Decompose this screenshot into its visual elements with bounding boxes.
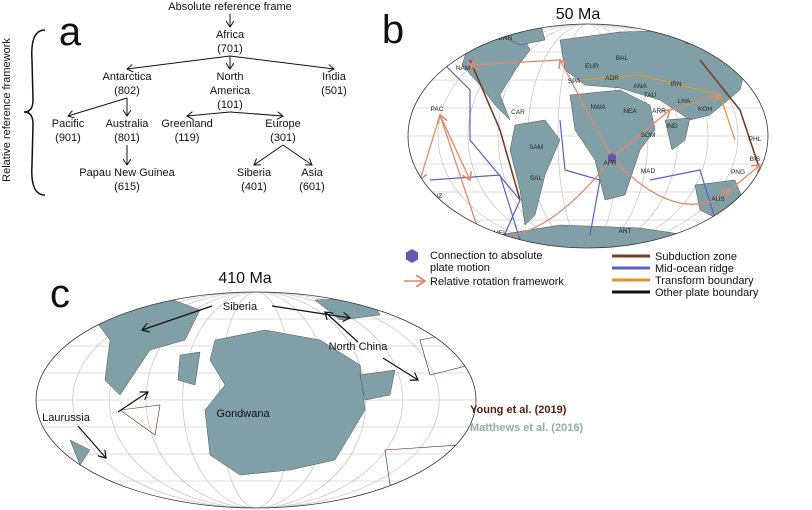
node-label: Antarctica	[103, 71, 153, 83]
node-label: Asia	[301, 167, 323, 179]
node-label: (801)	[114, 132, 140, 144]
plate-label: IRN	[670, 81, 682, 88]
arrow	[142, 305, 213, 330]
node-label: (701)	[217, 43, 243, 55]
source-label: Young et al. (2019)	[470, 404, 567, 416]
plate-label: GRN	[498, 35, 513, 42]
plate-label: SOM	[641, 132, 656, 139]
root-label: Absolute reference frame	[168, 1, 292, 13]
arrow	[325, 312, 359, 343]
legend-label: Mid-ocean ridge	[655, 263, 734, 275]
node-label: (615)	[114, 181, 140, 193]
map-label: Siberia	[223, 301, 258, 313]
plate-label: TAU	[644, 92, 657, 99]
tree: Africa (701) Antarctica (802) North America (1…	[52, 14, 347, 193]
arrow	[229, 55, 334, 69]
legend-label: Transform boundary	[655, 275, 754, 287]
plate-label: AUS	[711, 196, 725, 203]
map-annotations: Siberia North China Laurussia Gondwana	[42, 301, 418, 458]
legend-label: Subduction zone	[655, 251, 737, 263]
source-legend: Young et al. (2019) Matthews et al. (2016…	[470, 404, 583, 434]
legend-label: Other plate boundary	[655, 287, 759, 299]
node-label: Siberia	[237, 167, 272, 179]
node-label: Papau New Guinea	[79, 167, 175, 179]
arrow	[229, 111, 283, 116]
plate-label: ANA	[633, 83, 647, 90]
plate-label: NWA	[591, 104, 607, 111]
plate-label: NAM	[456, 65, 470, 72]
plate-label: EUR	[585, 63, 599, 70]
node-label: Europe	[265, 118, 300, 130]
node-label: America	[210, 85, 251, 97]
map-border	[407, 23, 769, 249]
legend-label: Relative rotation framework	[430, 276, 564, 288]
node-label: (501)	[321, 85, 347, 97]
plate-label: KOH	[698, 106, 712, 113]
plate-label: PNG	[731, 169, 745, 176]
node-label: (901)	[55, 132, 81, 144]
node-label: (101)	[217, 99, 243, 111]
map-title: 50 Ma	[556, 6, 601, 23]
plate-label: PAC	[431, 106, 444, 113]
map-title: 410 Ma	[218, 270, 271, 287]
arrow	[117, 392, 148, 413]
arrow	[187, 112, 231, 116]
arrow	[68, 97, 128, 116]
plate-label: NEA	[623, 108, 637, 115]
plate-label: SAL	[530, 175, 543, 182]
legend-label: Connection to absolute	[430, 250, 543, 262]
plate-label: SAM	[529, 144, 543, 151]
plate-label: CAR	[511, 109, 525, 116]
plate-label: ARR	[652, 108, 666, 115]
panel-letter: b	[382, 8, 404, 52]
node-label: (802)	[114, 85, 140, 97]
plate-label: JAP	[746, 61, 758, 68]
node-label: (601)	[299, 181, 325, 193]
arrow	[382, 357, 418, 380]
source-label: Matthews et al. (2016)	[470, 422, 583, 434]
arrow	[254, 144, 284, 165]
arrow	[282, 144, 312, 165]
arrow	[271, 305, 350, 318]
legend-label: plate motion	[430, 262, 490, 274]
hexagon-icon	[406, 249, 418, 263]
plate-label: IND	[666, 123, 678, 130]
node-label: North	[217, 71, 244, 83]
plate-label: BAL	[616, 55, 629, 62]
node-label: Pacific	[52, 118, 85, 130]
panel-letter: c	[50, 272, 70, 316]
map-label: North China	[329, 341, 389, 353]
map-border	[35, 291, 477, 509]
node-label: Australia	[106, 118, 150, 130]
plate-label: PHL	[749, 136, 762, 143]
plate-label: LHA	[678, 98, 691, 105]
plate-label: LHR	[749, 191, 762, 198]
arrow	[127, 55, 231, 69]
brace	[23, 29, 46, 196]
plate-label: ANT	[619, 228, 632, 235]
node-label: (119)	[175, 132, 200, 144]
map-410ma	[36, 292, 476, 508]
map-label: Laurussia	[42, 412, 91, 424]
plate-label: MAD	[641, 168, 656, 175]
plate-label: SPA	[568, 78, 581, 85]
arrow	[77, 425, 106, 458]
node-label: India	[322, 71, 347, 83]
node-label: (301)	[270, 132, 296, 144]
panel-letter: a	[59, 10, 82, 54]
side-label: Relative reference framework	[1, 38, 13, 182]
plate-label: NZ	[434, 193, 443, 200]
plate-label: BIS	[750, 156, 761, 163]
map-label: Gondwana	[216, 408, 270, 420]
node-label: (401)	[241, 181, 267, 193]
plate-label: AFR	[604, 160, 617, 167]
node-label: Greenland	[161, 118, 212, 130]
node-label: Africa	[216, 29, 245, 41]
plate-label: ADR	[605, 75, 619, 82]
